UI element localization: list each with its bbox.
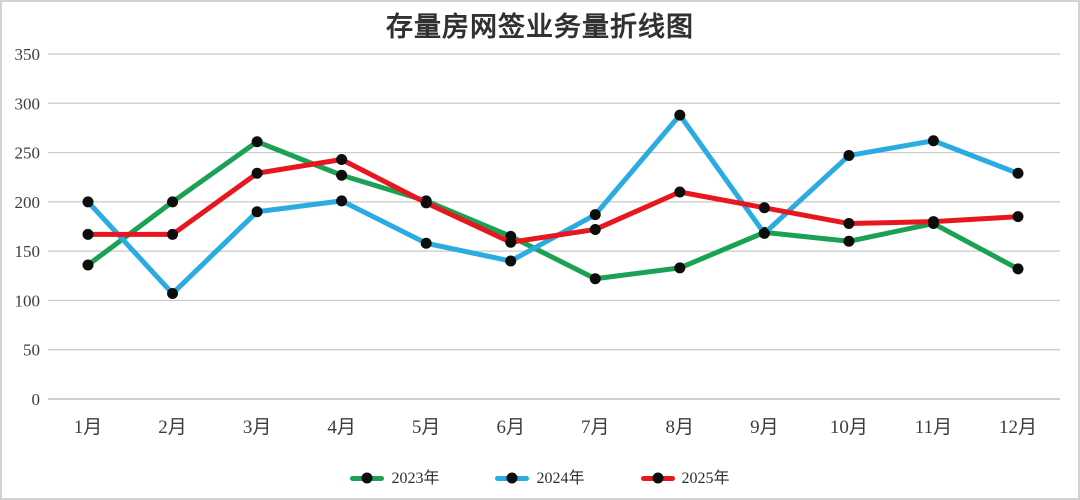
legend-item-1: 2024年 [495, 469, 585, 487]
y-axis-tick-label: 250 [15, 144, 41, 163]
data-point-marker [843, 150, 855, 162]
data-point-marker [167, 228, 179, 240]
series-line-1 [85, 112, 1021, 297]
legend-line-marker-icon [350, 472, 385, 484]
data-point-marker [758, 202, 770, 214]
legend-dot-icon [361, 472, 373, 484]
legend-item-2: 2025年 [640, 469, 730, 487]
legend-dot-icon [506, 472, 518, 484]
y-axis-tick-label: 0 [32, 390, 41, 409]
chart-legend: 2023年 2024年 2025年 [2, 464, 1078, 492]
data-point-marker [927, 216, 939, 228]
legend-dot-icon [652, 472, 663, 484]
y-axis-tick-label: 350 [15, 45, 41, 64]
data-point-marker [420, 197, 432, 209]
data-point-marker [589, 273, 601, 285]
data-point-marker [251, 167, 263, 179]
data-point-marker [251, 136, 263, 148]
x-axis-month-label: 10月 [830, 417, 868, 438]
legend-label: 2023年 [391, 469, 440, 487]
x-axis-month-label: 9月 [750, 417, 779, 438]
y-axis-tick-label: 300 [15, 94, 41, 113]
data-point-marker [843, 218, 855, 230]
data-point-marker [758, 227, 770, 239]
x-axis-month-label: 3月 [243, 417, 272, 438]
data-point-marker [589, 223, 601, 235]
data-point-marker [1012, 211, 1024, 223]
data-point-marker [505, 236, 517, 248]
data-point-marker [82, 196, 94, 208]
data-point-marker [82, 228, 94, 240]
x-axis-month-label: 8月 [666, 417, 695, 438]
gridlines: 0 50 100 150 200 250 300 350 [15, 45, 1060, 409]
data-point-marker [336, 195, 348, 207]
y-axis-tick-label: 150 [15, 242, 41, 261]
data-point-marker [420, 237, 432, 249]
data-point-marker [674, 186, 686, 198]
x-axis-month-label: 11月 [915, 417, 952, 438]
data-point-marker [674, 109, 686, 121]
x-axis-month-label: 5月 [412, 417, 441, 438]
data-point-marker [843, 235, 855, 247]
x-axis-month-label: 1月 [74, 417, 103, 438]
x-axis-month-label: 6月 [496, 417, 525, 438]
data-point-marker [1012, 263, 1024, 275]
series-line-2 [85, 156, 1021, 245]
x-axis-labels: 1月 2月 3月 4月 5月 6月 7月 8月 9月 10月 11月 12月 [74, 417, 1037, 438]
data-point-marker [167, 288, 179, 300]
legend-line-marker-icon [495, 472, 530, 484]
series-line-0 [85, 139, 1021, 282]
data-point-marker [336, 169, 348, 181]
data-point-marker [82, 259, 94, 271]
data-point-marker [505, 255, 517, 267]
legend-line-marker-icon [640, 472, 675, 484]
x-axis-month-label: 4月 [327, 417, 356, 438]
series-0 [82, 136, 1024, 285]
chart-title: 存量房网签业务量折线图 [386, 12, 694, 42]
legend-label: 2024年 [536, 469, 585, 487]
legend-item-0: 2023年 [350, 470, 439, 487]
x-axis-month-label: 7月 [581, 417, 610, 438]
data-point-marker [674, 262, 686, 274]
y-axis-tick-label: 100 [15, 291, 41, 310]
y-axis-tick-label: 200 [15, 193, 41, 212]
x-axis-month-label: 12月 [999, 417, 1037, 438]
series-1 [82, 109, 1024, 300]
legend-label: 2025年 [681, 469, 730, 487]
y-axis-tick-label: 50 [23, 341, 40, 360]
data-point-marker [927, 135, 939, 147]
x-axis-month-label: 2月 [158, 417, 187, 438]
series-2 [82, 153, 1024, 248]
data-point-marker [1012, 167, 1024, 179]
data-point-marker [589, 209, 601, 221]
data-point-marker [336, 153, 348, 165]
data-point-marker [251, 206, 263, 218]
data-point-marker [167, 196, 179, 208]
